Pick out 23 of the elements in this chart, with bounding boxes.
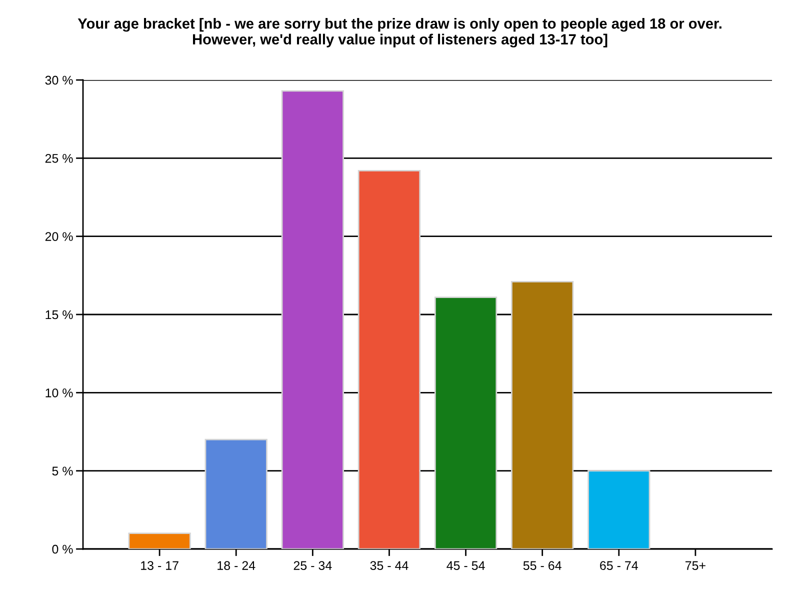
- bar: [281, 90, 344, 549]
- x-tick-label: 25 - 34: [294, 561, 332, 570]
- x-tick-label: 55 - 64: [523, 561, 562, 570]
- x-tick-label: 65 - 74: [600, 561, 638, 570]
- y-tick-label: 30 %: [45, 76, 73, 85]
- y-tick-label: 20 %: [45, 232, 73, 241]
- bar: [128, 532, 191, 549]
- y-tick-label: 5 %: [52, 466, 73, 476]
- x-tick-label: 35 - 44: [370, 561, 408, 570]
- bar: [204, 438, 268, 549]
- x-tick-label: 13 - 17: [141, 561, 178, 570]
- y-tick-label: 0 %: [52, 544, 73, 554]
- bar: [434, 296, 498, 549]
- bar: [358, 170, 421, 549]
- y-tick-label: 15 %: [46, 310, 73, 320]
- y-tick-label: 10 %: [46, 388, 73, 398]
- x-tick-label: 18 - 24: [218, 561, 256, 570]
- x-tick-label: 75+: [685, 561, 706, 570]
- bar: [588, 470, 650, 549]
- bar: [511, 280, 574, 549]
- x-tick-label: 45 - 54: [446, 561, 485, 570]
- y-tick-label: 25 %: [45, 154, 73, 163]
- chart-title: Your age bracket [nb - we are sorry but the prize draw is only open to people aged 18 or over. However, we'd really value input of listeners aged 13-17 too]: [78, 18, 722, 48]
